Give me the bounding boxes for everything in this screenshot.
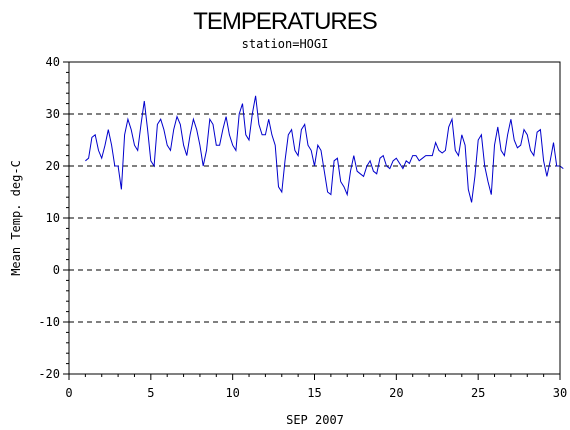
x-tick-label: 25 bbox=[471, 386, 485, 400]
y-tick-label: 0 bbox=[53, 263, 60, 277]
y-tick-label: -20 bbox=[38, 367, 60, 381]
y-tick-label: 10 bbox=[46, 211, 60, 225]
x-tick-label: 15 bbox=[307, 386, 321, 400]
y-tick-label: 40 bbox=[46, 55, 60, 69]
y-axis-label: Mean Temp. deg-C bbox=[9, 160, 23, 276]
x-axis-label: SEP 2007 bbox=[286, 413, 344, 427]
series-line-mean-temp bbox=[85, 95, 564, 203]
tick-marks bbox=[63, 61, 561, 380]
x-tick-label: 5 bbox=[147, 386, 154, 400]
gridlines bbox=[69, 61, 560, 375]
tick-labels: -20 -10 0 10 20 30 40 0 5 10 15 20 25 30 bbox=[38, 55, 567, 400]
plot-frame bbox=[68, 61, 561, 375]
x-tick-label: 0 bbox=[65, 386, 72, 400]
x-tick-label: 20 bbox=[389, 386, 403, 400]
y-tick-label: 20 bbox=[46, 159, 60, 173]
y-tick-label: 30 bbox=[46, 107, 60, 121]
x-tick-label: 30 bbox=[553, 386, 567, 400]
x-tick-label: 10 bbox=[225, 386, 239, 400]
y-tick-label: -10 bbox=[38, 315, 60, 329]
minor-ticks bbox=[66, 71, 545, 377]
chart-subtitle: station=HOGI bbox=[242, 37, 329, 51]
chart-title: TEMPERATURES bbox=[193, 8, 377, 35]
